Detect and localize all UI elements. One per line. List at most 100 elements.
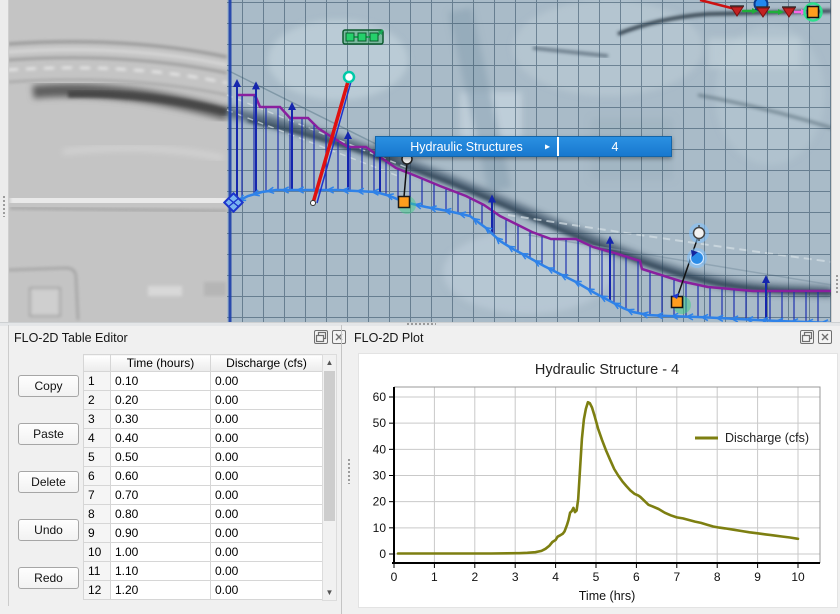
time-cell[interactable]: 0.30 [110, 409, 211, 429]
panel-left-border [8, 325, 9, 606]
time-cell[interactable]: 0.90 [110, 523, 211, 543]
time-cell[interactable]: 0.80 [110, 504, 211, 524]
table-row[interactable]: 10 1.00 0.00 [83, 542, 323, 562]
table-header-row: Time (hours) Discharge (cfs) [83, 354, 323, 372]
discharge-cell[interactable]: 0.00 [210, 371, 323, 391]
discharge-cell[interactable]: 0.00 [210, 523, 323, 543]
redo-button[interactable]: Redo [18, 567, 79, 589]
left-splitter-handle[interactable] [2, 195, 6, 217]
svg-text:8: 8 [714, 570, 721, 584]
menu-item-label: Hydraulic Structures [410, 139, 523, 154]
row-number[interactable]: 6 [83, 466, 111, 486]
horizontal-splitter-handle[interactable] [406, 322, 436, 326]
svg-text:Time (hrs): Time (hrs) [579, 589, 635, 603]
flo2d-grid-overlay [227, 0, 832, 322]
row-number[interactable]: 7 [83, 485, 111, 505]
svg-text:1: 1 [431, 570, 438, 584]
row-number[interactable]: 5 [83, 447, 111, 467]
svg-text:60: 60 [373, 390, 387, 404]
hydrograph-chart: 0 1 2 3 4 5 6 7 8 9 10 0 10 20 30 40 50 60 Hydraulic Struc… [359, 354, 837, 607]
timeseries-table[interactable]: Time (hours) Discharge (cfs) 1 0.10 0.00 2 0.… [83, 354, 323, 600]
schematic-node-cluster[interactable] [699, 0, 823, 22]
plot-panel-title: FLO-2D Plot [354, 331, 424, 345]
discharge-cell[interactable]: 0.00 [210, 466, 323, 486]
svg-text:40: 40 [373, 442, 387, 456]
row-number[interactable]: 11 [83, 561, 111, 581]
copy-button[interactable]: Copy [18, 375, 79, 397]
svg-text:7: 7 [673, 570, 680, 584]
table-row[interactable]: 12 1.20 0.00 [83, 580, 323, 600]
table-row[interactable]: 1 0.10 0.00 [83, 371, 323, 391]
table-row[interactable]: 11 1.10 0.00 [83, 561, 323, 581]
discharge-cell[interactable]: 0.00 [210, 390, 323, 410]
terrain-left-roads [8, 40, 228, 96]
row-number[interactable]: 12 [83, 580, 111, 600]
terrain-left-wash [32, 83, 229, 121]
map-layers [8, 0, 832, 322]
time-cell[interactable]: 0.50 [110, 447, 211, 467]
culvert-icon[interactable] [342, 29, 384, 45]
map-canvas[interactable]: Hydraulic Structures ▸ 4 [8, 0, 832, 322]
svg-text:50: 50 [373, 416, 387, 430]
table-row[interactable]: 7 0.70 0.00 [83, 485, 323, 505]
table-row[interactable]: 3 0.30 0.00 [83, 409, 323, 429]
float-panel-icon[interactable] [800, 330, 814, 344]
row-number[interactable]: 10 [83, 542, 111, 562]
menu-item-structure-4[interactable]: 4 [559, 137, 671, 156]
svg-text:10: 10 [373, 521, 387, 535]
float-panel-icon[interactable] [314, 330, 328, 344]
terrain-left-levee [9, 146, 228, 212]
hydraulic-structure-inlet-2[interactable] [670, 223, 710, 314]
discharge-cell[interactable]: 0.00 [210, 409, 323, 429]
time-cell[interactable]: 1.20 [110, 580, 211, 600]
discharge-cell[interactable]: 0.00 [210, 542, 323, 562]
channel-start-marker[interactable] [222, 191, 245, 214]
scrollbar-thumb[interactable] [324, 371, 335, 521]
table-row[interactable]: 5 0.50 0.00 [83, 447, 323, 467]
hydrograph-plot[interactable]: 0 1 2 3 4 5 6 7 8 9 10 0 10 20 30 40 50 60 Hydraulic Struc… [358, 353, 838, 608]
time-cell[interactable]: 1.10 [110, 561, 211, 581]
table-scrollbar[interactable]: ▲ ▼ [322, 354, 337, 601]
time-cell[interactable]: 0.40 [110, 428, 211, 448]
row-number[interactable]: 4 [83, 428, 111, 448]
table-row[interactable]: 8 0.80 0.00 [83, 504, 323, 524]
menu-item-hydraulic-structures[interactable]: Hydraulic Structures ▸ [376, 137, 557, 156]
undo-button[interactable]: Undo [18, 519, 79, 541]
left-dock-edge [0, 0, 9, 322]
svg-text:Hydraulic Structure - 4: Hydraulic Structure - 4 [535, 362, 679, 378]
svg-text:9: 9 [754, 570, 761, 584]
discharge-cell[interactable]: 0.00 [210, 428, 323, 448]
time-cell[interactable]: 0.10 [110, 371, 211, 391]
svg-text:6: 6 [633, 570, 640, 584]
scroll-up-icon[interactable]: ▲ [325, 358, 334, 367]
discharge-cell[interactable]: 0.00 [210, 561, 323, 581]
right-dock-edge [831, 0, 840, 322]
time-cell[interactable]: 0.70 [110, 485, 211, 505]
map-context-menu: Hydraulic Structures ▸ 4 [375, 136, 672, 157]
row-number[interactable]: 1 [83, 371, 111, 391]
discharge-cell[interactable]: 0.00 [210, 447, 323, 467]
time-cell[interactable]: 1.00 [110, 542, 211, 562]
table-editor-title: FLO-2D Table Editor [14, 331, 128, 345]
hillshade-gray-area [8, 0, 227, 322]
close-panel-icon[interactable] [818, 330, 832, 344]
discharge-cell[interactable]: 0.00 [210, 580, 323, 600]
table-row[interactable]: 2 0.20 0.00 [83, 390, 323, 410]
discharge-cell[interactable]: 0.00 [210, 485, 323, 505]
row-number[interactable]: 8 [83, 504, 111, 524]
discharge-cell[interactable]: 0.00 [210, 504, 323, 524]
table-row[interactable]: 4 0.40 0.00 [83, 428, 323, 448]
row-number[interactable]: 2 [83, 390, 111, 410]
row-number[interactable]: 3 [83, 409, 111, 429]
table-row[interactable]: 6 0.60 0.00 [83, 466, 323, 486]
delete-button[interactable]: Delete [18, 471, 79, 493]
plot-splitter-handle[interactable] [347, 458, 351, 484]
row-number[interactable]: 9 [83, 523, 111, 543]
table-row[interactable]: 9 0.90 0.00 [83, 523, 323, 543]
time-cell[interactable]: 0.60 [110, 466, 211, 486]
scroll-down-icon[interactable]: ▼ [325, 588, 334, 597]
paste-button[interactable]: Paste [18, 423, 79, 445]
outfall-triangle-icons [730, 5, 796, 18]
right-splitter-handle[interactable] [835, 274, 839, 294]
time-cell[interactable]: 0.20 [110, 390, 211, 410]
